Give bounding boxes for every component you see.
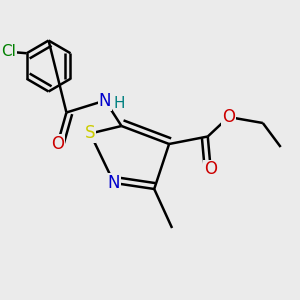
Text: H: H — [114, 96, 125, 111]
Text: Cl: Cl — [2, 44, 16, 59]
Text: O: O — [204, 160, 217, 178]
Text: S: S — [85, 124, 95, 142]
Text: O: O — [51, 135, 64, 153]
Text: N: N — [99, 92, 111, 110]
Text: O: O — [222, 108, 235, 126]
Text: N: N — [108, 174, 120, 192]
